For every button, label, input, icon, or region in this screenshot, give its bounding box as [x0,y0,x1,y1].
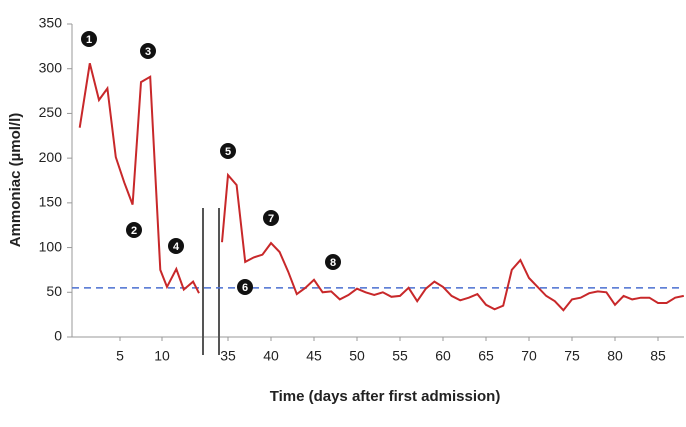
annotation-label: 5 [225,146,231,158]
annotation-marker [220,143,236,159]
annotation-label: 3 [145,46,151,58]
annotation-label: 8 [330,257,336,269]
y-tick-label: 0 [54,328,62,344]
annotation-marker [126,222,142,238]
y-tick-label: 50 [46,283,62,299]
x-tick-label: 55 [392,348,408,364]
x-tick-label: 60 [435,348,451,364]
annotation-marker [168,238,184,254]
x-tick-label: 45 [306,348,322,364]
y-tick-label: 200 [39,149,63,165]
y-tick-label: 100 [39,238,63,254]
annotation-label: 2 [131,225,137,237]
data-line [78,63,685,312]
y-axis-title: Ammoniac (µmol/l) [7,113,24,248]
x-tick-label: 5 [116,348,124,364]
y-tick-label: 150 [39,194,63,210]
annotation-label: 6 [242,282,248,294]
x-tick-label: 40 [263,348,279,364]
annotation-marker [140,43,156,59]
x-tick-label: 50 [349,348,365,364]
x-tick-label: 85 [650,348,666,364]
x-tick-label: 80 [607,348,623,364]
annotation-label: 1 [86,34,92,46]
y-tick-label: 300 [39,59,63,75]
annotation-label: 4 [173,241,180,253]
x-tick-label: 75 [564,348,580,364]
annotation-marker [81,31,97,47]
annotation-marker [237,279,253,295]
x-tick-label: 70 [521,348,537,364]
annotation-label: 7 [268,213,274,225]
x-axis-title: Time (days after first admission) [270,388,501,405]
y-tick-label: 350 [39,15,63,31]
y-tick-label: 250 [39,104,63,120]
x-tick-label: 35 [220,348,236,364]
annotation-marker [263,210,279,226]
x-tick-label: 65 [478,348,494,364]
x-tick-label: 10 [154,348,170,364]
annotation-marker [325,254,341,270]
